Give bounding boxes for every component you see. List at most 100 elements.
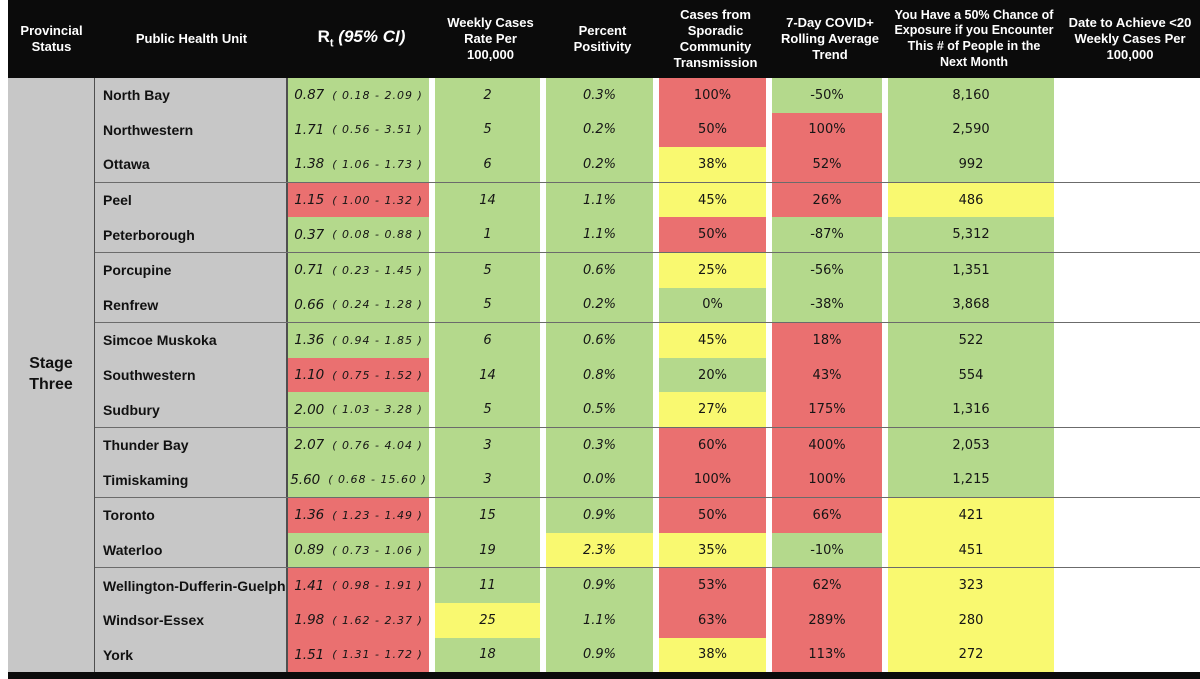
rt-value: 5.60	[290, 471, 321, 488]
header-rt-ci: Rt (95% CI)	[288, 26, 435, 51]
date-to-achieve-cell	[1060, 287, 1200, 323]
weekly-cases-cell: 5	[435, 112, 540, 148]
exposure-cell: 1,351	[888, 252, 1054, 288]
sporadic-transmission-cell: 27%	[659, 392, 766, 427]
phu-name-cell: Peterborough	[95, 217, 288, 252]
rt-value: 1.41	[294, 577, 325, 594]
exposure-cell: 2,590	[888, 112, 1054, 148]
trend-cell: -56%	[772, 252, 882, 288]
percent-positivity-cell: 0.3%	[546, 427, 653, 463]
table-bottom-bar	[8, 672, 1200, 679]
table-row: Sudbury 2.00 ( 1.03 - 3.28 ) 5 0.5% 27% 175% 1,…	[95, 392, 1200, 427]
rt-confidence-interval: ( 0.18 - 2.09 )	[332, 88, 423, 102]
trend-cell: -50%	[772, 78, 882, 113]
exposure-cell: 486	[888, 182, 1054, 218]
rt-confidence-interval: ( 1.00 - 1.32 )	[332, 193, 423, 207]
rt-value: 1.51	[294, 646, 325, 663]
rt-cell: 1.10 ( 0.75 - 1.52 )	[288, 357, 429, 393]
trend-cell: 18%	[772, 323, 882, 358]
rt-value: 0.71	[294, 262, 325, 279]
date-to-achieve-cell	[1060, 112, 1200, 148]
weekly-cases-cell: 19	[435, 532, 540, 568]
percent-positivity-cell: 0.2%	[546, 287, 653, 323]
phu-name-cell: Timiskaming	[95, 462, 288, 498]
phu-name-cell: Windsor-Essex	[95, 602, 288, 638]
percent-positivity-cell: 2.3%	[546, 532, 653, 568]
phu-name-cell: Wellington-Dufferin-Guelph	[95, 568, 288, 603]
exposure-cell: 280	[888, 602, 1054, 638]
rt-value: 1.36	[294, 332, 325, 349]
sporadic-transmission-cell: 100%	[659, 78, 766, 113]
exposure-cell: 8,160	[888, 78, 1054, 113]
rt-value: 1.15	[294, 192, 325, 209]
date-to-achieve-cell	[1060, 462, 1200, 498]
header-public-health-unit: Public Health Unit	[135, 30, 248, 46]
exposure-cell: 992	[888, 147, 1054, 182]
sporadic-transmission-cell: 0%	[659, 287, 766, 323]
trend-cell: 62%	[772, 568, 882, 603]
weekly-cases-cell: 25	[435, 602, 540, 638]
trend-cell: 43%	[772, 357, 882, 393]
rt-confidence-interval: ( 0.24 - 1.28 )	[332, 298, 423, 312]
sporadic-transmission-cell: 53%	[659, 568, 766, 603]
rt-symbol: R	[317, 27, 330, 47]
rt-cell: 1.51 ( 1.31 - 1.72 )	[288, 637, 429, 673]
sporadic-transmission-cell: 25%	[659, 252, 766, 288]
table-row: Waterloo 0.89 ( 0.73 - 1.06 ) 19 2.3% 35% -10%…	[95, 532, 1200, 568]
trend-cell: 26%	[772, 182, 882, 218]
exposure-cell: 522	[888, 323, 1054, 358]
percent-positivity-cell: 0.5%	[546, 392, 653, 427]
exposure-cell: 421	[888, 498, 1054, 533]
rt-confidence-interval: ( 0.76 - 4.04 )	[332, 438, 423, 452]
rt-confidence-interval: ( 1.06 - 1.73 )	[332, 157, 423, 171]
rt-confidence-interval: ( 0.68 - 15.60 )	[328, 473, 427, 487]
rt-cell: 0.89 ( 0.73 - 1.06 )	[288, 532, 429, 568]
table-row: Southwestern 1.10 ( 0.75 - 1.52 ) 14 0.8% 20%…	[95, 357, 1200, 393]
sporadic-transmission-cell: 50%	[659, 498, 766, 533]
date-to-achieve-cell	[1060, 602, 1200, 638]
trend-cell: 400%	[772, 427, 882, 463]
rt-value: 2.00	[294, 401, 325, 418]
date-to-achieve-cell	[1060, 498, 1200, 533]
rt-value: 0.37	[294, 226, 325, 243]
rt-confidence-interval: ( 0.56 - 3.51 )	[332, 123, 423, 137]
exposure-cell: 1,215	[888, 462, 1054, 498]
percent-positivity-cell: 0.2%	[546, 112, 653, 148]
date-to-achieve-cell	[1060, 392, 1200, 427]
trend-cell: -10%	[772, 532, 882, 568]
weekly-cases-cell: 14	[435, 182, 540, 218]
sporadic-transmission-cell: 20%	[659, 357, 766, 393]
trend-cell: -38%	[772, 287, 882, 323]
trend-cell: 175%	[772, 392, 882, 427]
weekly-cases-cell: 15	[435, 498, 540, 533]
sporadic-transmission-cell: 45%	[659, 182, 766, 218]
rt-cell: 0.37 ( 0.08 - 0.88 )	[288, 217, 429, 252]
header-date-to-achieve: Date to Achieve <20 Weekly Cases Per 100…	[1068, 14, 1192, 63]
table-row: Toronto 1.36 ( 1.23 - 1.49 ) 15 0.9% 50% 66% 42…	[95, 497, 1200, 533]
date-to-achieve-cell	[1060, 252, 1200, 288]
percent-positivity-cell: 0.8%	[546, 357, 653, 393]
exposure-cell: 3,868	[888, 287, 1054, 323]
percent-positivity-cell: 1.1%	[546, 217, 653, 252]
rt-cell: 1.38 ( 1.06 - 1.73 )	[288, 147, 429, 182]
sporadic-transmission-cell: 45%	[659, 323, 766, 358]
rt-cell: 1.36 ( 1.23 - 1.49 )	[288, 498, 429, 533]
header-weekly-cases-rate: Weekly Cases Rate Per 100,000	[447, 14, 534, 63]
date-to-achieve-cell	[1060, 357, 1200, 393]
table-row: Wellington-Dufferin-Guelph 1.41 ( 0.98 - 1…	[95, 567, 1200, 603]
date-to-achieve-cell	[1060, 217, 1200, 252]
weekly-cases-cell: 5	[435, 287, 540, 323]
exposure-cell: 272	[888, 637, 1054, 673]
weekly-cases-cell: 5	[435, 392, 540, 427]
header-percent-positivity: Percent Positivity	[573, 22, 632, 54]
phu-name-cell: Northwestern	[95, 112, 288, 148]
rt-value: 0.66	[294, 296, 325, 313]
date-to-achieve-cell	[1060, 427, 1200, 463]
rt-confidence-interval: ( 0.98 - 1.91 )	[332, 579, 423, 593]
table-row: Northwestern 1.71( 0.56 - 3.51 ) 5 0.2% 50% 1…	[95, 112, 1200, 148]
trend-cell: 100%	[772, 462, 882, 498]
date-to-achieve-cell	[1060, 568, 1200, 603]
rt-value: 0.87	[294, 87, 325, 104]
table-row: Porcupine 0.71 ( 0.23 - 1.45 ) 5 0.6% 25% -56%…	[95, 251, 1200, 288]
rt-cell: 1.71 ( 0.56 - 3.51 )	[288, 112, 429, 148]
